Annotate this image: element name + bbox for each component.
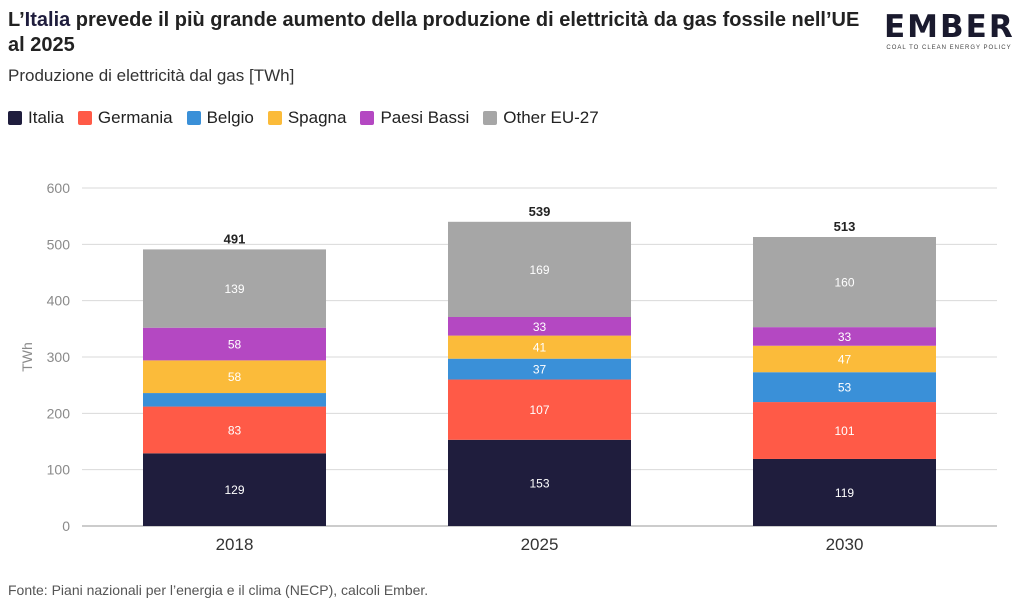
- data-label: 139: [224, 282, 244, 296]
- legend-item-belgio: Belgio: [186, 108, 254, 128]
- data-label: 119: [835, 486, 854, 500]
- chart-subtitle: Produzione di elettricità dal gas [TWh]: [8, 66, 295, 85]
- y-tick-label: 500: [47, 236, 71, 252]
- total-label: 513: [834, 219, 856, 234]
- legend-swatch: [360, 111, 375, 125]
- legend-item-paesi-bassi: Paesi Bassi: [360, 108, 469, 128]
- legend-swatch: [483, 111, 498, 125]
- legend-swatch: [8, 111, 22, 125]
- data-label: 53: [838, 381, 852, 395]
- bar-segment-italia-2018: [143, 453, 326, 526]
- data-label: 83: [228, 423, 242, 437]
- bar-segment-italia-2030: [753, 458, 936, 526]
- bar-segment-other-eu-27-2030: [753, 237, 936, 328]
- bar-segment-paesi-bassi-2030: [753, 327, 936, 346]
- y-tick-label: 400: [47, 293, 71, 309]
- legend-swatch: [77, 111, 92, 125]
- total-label: 491: [224, 231, 246, 246]
- data-label: 101: [834, 424, 854, 438]
- bar-segment-other-eu-27-2018: [143, 249, 326, 328]
- bar-segment-germania-2018: [143, 406, 326, 454]
- total-label: 539: [529, 204, 551, 219]
- data-label: 169: [529, 263, 549, 277]
- logo-tagline: COAL TO CLEAN ENERGY POLICY: [886, 45, 1012, 51]
- data-label: 107: [529, 403, 549, 417]
- legend-item-spagna: Spagna: [267, 108, 347, 128]
- data-label: 58: [228, 370, 242, 384]
- source-note: Fonte: Piani nazionali per l’energia e i…: [8, 582, 429, 598]
- chart-title: L’Italia prevede il più grande aumento d…: [8, 8, 868, 58]
- bar-segment-spagna-2030: [753, 345, 936, 373]
- x-tick-label: 2025: [521, 535, 559, 554]
- bar-segment-spagna-2025: [448, 335, 631, 359]
- legend-item-other-eu-27: Other EU-27: [483, 108, 599, 128]
- x-tick-label: 2018: [216, 535, 254, 554]
- title-rest: prevede il più grande aumento della prod…: [8, 9, 860, 56]
- y-tick-label: 600: [47, 180, 71, 196]
- y-tick-label: 0: [62, 518, 70, 534]
- bar-segment-germania-2030: [753, 402, 936, 459]
- data-label: 33: [533, 320, 547, 334]
- legend-swatch: [267, 111, 282, 125]
- logo-word: EMBER: [884, 9, 1015, 45]
- stacked-bar-chart: 0 100 200 300 400 500 600 TWh 129 83 58 58 139 491 201…: [19, 180, 997, 554]
- legend-label: Paesi Bassi: [380, 108, 470, 127]
- bar-segment-other-eu-27-2025: [448, 221, 631, 318]
- y-tick-label: 200: [47, 405, 71, 421]
- y-axis-label: TWh: [19, 342, 35, 372]
- y-tick-label: 300: [47, 349, 71, 365]
- data-label: 58: [228, 338, 242, 352]
- chart-legend: Italia Germania Belgio Spagna Paesi Bassi Oth…: [8, 108, 599, 128]
- legend-label: Spagna: [287, 108, 347, 127]
- title-highlight: Italia: [24, 9, 71, 31]
- bar-segment-germania-2025: [448, 379, 631, 440]
- data-label: 129: [224, 483, 244, 497]
- bar-segment-paesi-bassi-2025: [448, 317, 631, 336]
- bar-segment-paesi-bassi-2018: [143, 327, 326, 361]
- data-label: 37: [533, 363, 547, 377]
- data-label: 153: [529, 476, 549, 490]
- legend-swatch: [186, 111, 201, 125]
- legend-item-germania: Germania: [77, 108, 173, 128]
- legend-label: Italia: [28, 108, 64, 127]
- x-tick-label: 2030: [826, 535, 864, 554]
- data-label: 41: [533, 341, 547, 355]
- ember-logo: EMBER COAL TO CLEAN ENERGY POLICY: [884, 10, 1014, 51]
- legend-label: Belgio: [206, 108, 254, 127]
- data-label: 47: [838, 352, 852, 366]
- legend-label: Germania: [97, 108, 173, 127]
- legend-item-italia: Italia: [8, 108, 64, 128]
- bar-segment-belgio-2025: [448, 358, 631, 380]
- bar-segment-spagna-2018: [143, 360, 326, 394]
- bar-segment-italia-2025: [448, 439, 631, 526]
- data-label: 33: [838, 330, 852, 344]
- title-prefix: L’: [8, 9, 25, 31]
- y-tick-label: 100: [47, 462, 71, 478]
- bar-segment-belgio-2030: [753, 372, 936, 403]
- data-label: 160: [834, 276, 854, 290]
- bar-segment-belgio-2018: [143, 393, 326, 407]
- legend-label: Other EU-27: [503, 108, 599, 127]
